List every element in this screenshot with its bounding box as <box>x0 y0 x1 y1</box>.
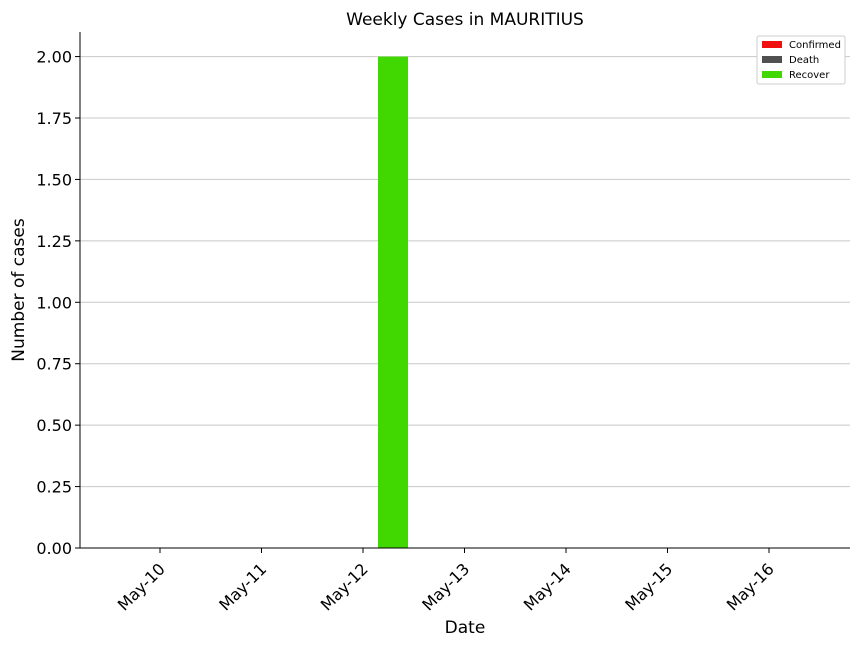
legend-entry: Confirmed <box>789 40 841 51</box>
x-tick-label: May-10 <box>114 559 169 614</box>
y-tick-label: 1.25 <box>36 232 72 251</box>
x-tick-label: May-16 <box>723 559 778 614</box>
grid-lines <box>80 56 850 488</box>
y-tick-label: 1.50 <box>36 170 72 189</box>
bars <box>378 56 408 548</box>
y-tick-label: 1.00 <box>36 293 72 312</box>
y-axis-label: Number of cases <box>9 218 29 362</box>
x-ticks: May-10 May-11 May-12 May-13 May-14 May-15 May-… <box>114 548 778 615</box>
x-tick-label: May-13 <box>418 559 473 614</box>
legend-swatch <box>762 41 782 48</box>
legend: Confirmed Death Recover <box>756 35 846 85</box>
x-tick-label: May-14 <box>520 559 575 614</box>
legend-swatch <box>762 71 782 78</box>
y-tick-label: 1.75 <box>36 109 72 128</box>
legend-swatch <box>762 56 782 63</box>
y-tick-label: 0.00 <box>36 539 72 558</box>
legend-entry: Recover <box>789 70 830 81</box>
y-tick-label: 2.00 <box>36 48 72 67</box>
chart-title: Weekly Cases in MAURITIUS <box>346 10 584 30</box>
x-tick-label: May-15 <box>621 559 676 614</box>
y-tick-label: 0.75 <box>36 355 72 374</box>
bar-recover <box>378 56 408 548</box>
y-tick-label: 0.50 <box>36 416 72 435</box>
x-tick-label: May-11 <box>215 559 270 614</box>
x-tick-label: May-12 <box>317 559 372 614</box>
x-axis-label: Date <box>445 618 486 638</box>
y-ticks: 0.00 0.25 0.50 0.75 1.00 1.25 1.50 1.75 2.00 <box>36 48 80 558</box>
y-tick-label: 0.25 <box>36 478 72 497</box>
legend-entry: Death <box>789 55 819 66</box>
